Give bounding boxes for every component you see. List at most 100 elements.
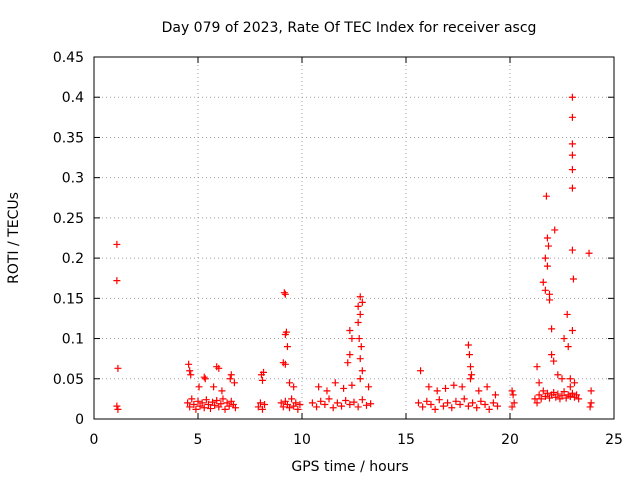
data-point [185,360,193,368]
data-point [548,325,556,333]
data-point [586,403,594,411]
data-point [213,396,221,404]
data-point [473,404,481,412]
data-point [338,402,346,410]
data-point [566,383,574,391]
data-point [356,310,364,318]
y-tick-label: 0.05 [53,372,84,388]
data-point [281,331,289,339]
x-tick-label: 0 [90,432,99,448]
data-point [184,399,192,407]
data-point [575,395,583,403]
data-point [587,387,595,395]
data-point [433,387,441,395]
y-tick-label: 0.35 [53,130,84,146]
data-point [218,387,226,395]
data-point [539,387,547,395]
data-point [548,351,556,359]
y-tick-label: 0.45 [53,50,84,66]
data-point [114,364,122,372]
data-point [566,375,574,383]
data-point [113,402,121,410]
data-point [563,310,571,318]
data-point [225,402,233,410]
data-point [541,286,549,294]
data-point [344,359,352,367]
data-point [442,384,450,392]
data-point [231,404,239,412]
data-point [560,335,568,343]
data-point [458,383,466,391]
data-point [569,275,577,283]
data-point [550,388,558,396]
y-tick-label: 0.3 [62,171,84,187]
y-tick-label: 0.4 [62,90,84,106]
data-point [469,399,477,407]
data-point [187,371,195,379]
data-point [283,343,291,351]
data-point [558,375,566,383]
data-point [348,335,356,343]
x-axis-label: GPS time / hours [291,459,408,475]
data-point [230,379,238,387]
data-point [535,379,543,387]
data-point [354,318,362,326]
data-point [543,262,551,270]
data-point [292,399,300,407]
data-point [206,405,214,413]
data-point [281,290,289,298]
data-point [356,355,364,363]
data-points [113,93,595,413]
data-point [539,278,547,286]
data-point [508,387,516,395]
data-point [188,395,196,403]
data-point [533,399,541,407]
data-point [544,242,552,250]
data-point [325,395,333,403]
data-point [277,399,285,407]
data-point [485,405,493,413]
data-point [452,397,460,405]
data-point [425,383,433,391]
data-point [554,371,562,379]
data-point [468,371,476,379]
x-tick-label: 15 [397,432,415,448]
data-point [190,401,198,409]
data-point [211,401,219,409]
y-tick-label: 0.25 [53,211,84,227]
data-point [308,399,316,407]
data-point [323,387,331,395]
data-point [466,363,474,371]
data-point [417,367,425,375]
data-point [258,376,266,384]
data-point [542,192,550,200]
data-point [568,113,576,121]
data-point [315,383,323,391]
data-point [281,360,289,368]
data-point [192,405,200,413]
data-point [226,375,234,383]
data-point [198,399,206,407]
data-point [483,383,491,391]
data-point [186,403,194,411]
data-point [362,401,370,409]
x-tick-label: 20 [501,432,519,448]
data-point [508,403,516,411]
data-point [533,363,541,371]
data-point [550,357,558,365]
data-point [358,367,366,375]
data-point [543,389,551,397]
data-point [568,166,576,174]
data-point [448,404,456,412]
data-point [435,396,443,404]
data-point [456,401,464,409]
data-point [568,327,576,335]
data-point [279,403,287,411]
data-point [329,404,337,412]
data-point [450,381,458,389]
data-point [439,402,447,410]
data-point [354,302,362,310]
data-point [202,396,210,404]
data-point [217,400,225,408]
